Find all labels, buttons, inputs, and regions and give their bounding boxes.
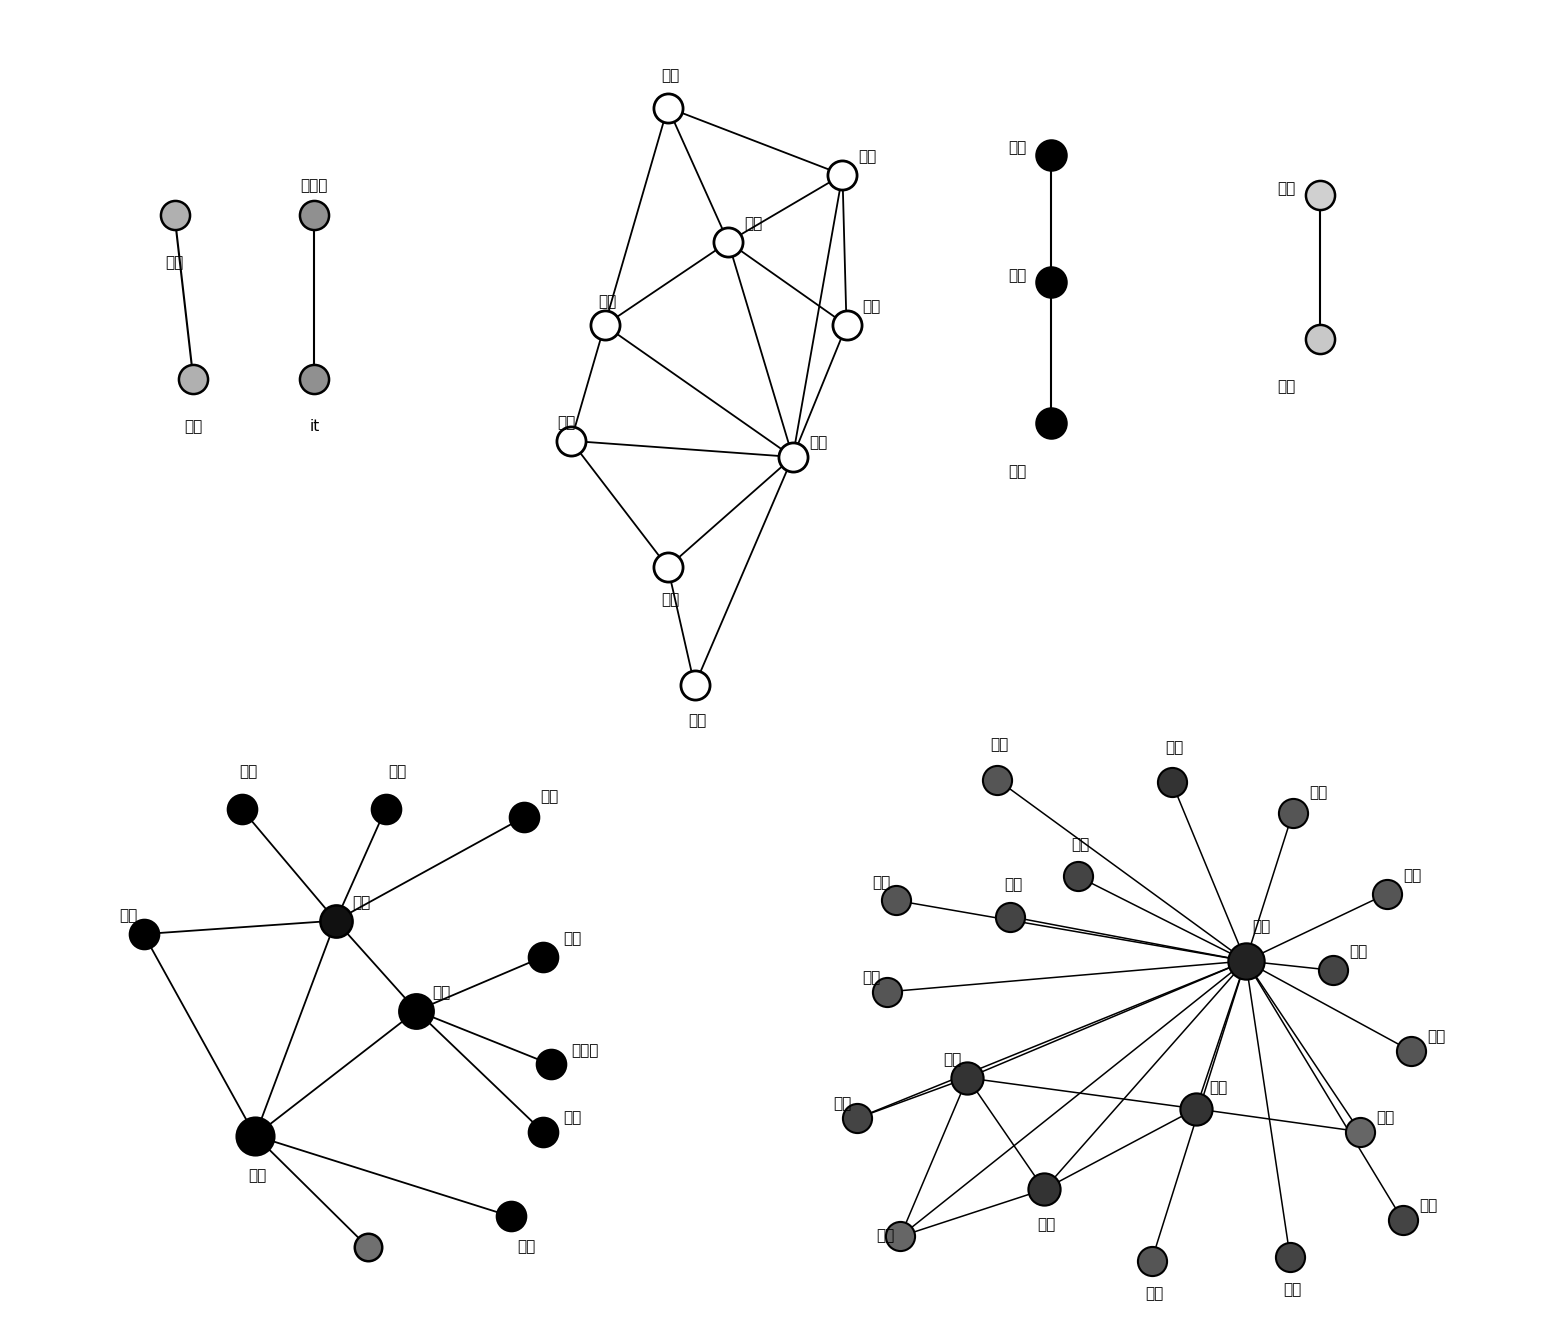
Text: 人生: 人生 [990, 738, 1009, 753]
Point [1281, 802, 1306, 824]
Point [404, 1000, 429, 1021]
Point [1038, 413, 1064, 434]
Text: 社会: 社会 [249, 1168, 267, 1183]
Text: 经济: 经济 [518, 1239, 535, 1254]
Text: 休闲: 休闲 [863, 970, 881, 985]
Text: 诗歌: 诗歌 [1004, 878, 1021, 892]
Point [1159, 771, 1184, 793]
Text: 读书: 读书 [876, 1228, 895, 1243]
Point [497, 1206, 522, 1227]
Text: 互联网: 互联网 [300, 179, 328, 194]
Text: 娱乐: 娱乐 [1037, 1218, 1056, 1232]
Point [716, 231, 741, 253]
Point [1398, 1040, 1423, 1062]
Text: 健康: 健康 [1165, 741, 1184, 755]
Text: 时政: 时政 [352, 895, 371, 910]
Text: 炒股: 炒股 [863, 300, 881, 314]
Point [655, 556, 680, 578]
Text: 摄影: 摄影 [1309, 785, 1328, 800]
Point [530, 946, 555, 968]
Text: 小说: 小说 [1145, 1286, 1164, 1301]
Point [888, 1226, 913, 1247]
Point [1232, 950, 1257, 972]
Text: 生活: 生活 [1253, 919, 1270, 934]
Text: 传媒: 传媒 [119, 909, 138, 923]
Point [1038, 144, 1064, 165]
Point [998, 906, 1023, 927]
Text: 八卦: 八卦 [873, 875, 890, 890]
Point [511, 806, 536, 828]
Text: 图片: 图片 [1403, 868, 1422, 883]
Point [163, 204, 188, 226]
Text: 笑话: 笑话 [1009, 140, 1026, 156]
Text: 财经: 财经 [809, 435, 827, 450]
Point [230, 798, 255, 820]
Point [682, 675, 707, 696]
Point [242, 1125, 267, 1146]
Text: 教育: 教育 [239, 765, 256, 780]
Point [1390, 1210, 1415, 1231]
Text: 毛泽东: 毛泽东 [571, 1043, 599, 1058]
Point [1139, 1250, 1164, 1271]
Point [538, 1054, 563, 1075]
Point [780, 446, 805, 468]
Point [834, 314, 859, 336]
Point [1038, 271, 1064, 293]
Point [1278, 1246, 1303, 1267]
Text: 婚姻: 婚姻 [1376, 1110, 1394, 1125]
Point [131, 923, 156, 945]
Point [830, 164, 856, 185]
Text: 理财: 理财 [688, 714, 707, 728]
Point [1308, 328, 1333, 349]
Point [956, 1067, 981, 1089]
Text: 股票: 股票 [744, 216, 763, 231]
Point [1375, 883, 1400, 905]
Point [181, 368, 206, 390]
Text: 历史: 历史 [433, 985, 450, 1000]
Point [593, 314, 618, 336]
Point [1032, 1179, 1057, 1200]
Point [655, 97, 680, 118]
Point [302, 204, 327, 226]
Point [302, 368, 327, 390]
Point [845, 1107, 870, 1129]
Text: 博客: 博客 [166, 255, 183, 270]
Text: it: it [310, 419, 319, 434]
Text: 时尚: 时尚 [1426, 1030, 1445, 1044]
Point [1184, 1098, 1209, 1120]
Point [558, 430, 583, 452]
Point [324, 910, 349, 931]
Text: 金融: 金融 [859, 149, 877, 164]
Text: 民生: 民生 [388, 765, 407, 780]
Point [1348, 1121, 1373, 1142]
Text: 军事: 军事 [540, 789, 558, 804]
Text: 幽默: 幽默 [1009, 267, 1026, 284]
Text: 和讯: 和讯 [185, 419, 202, 434]
Text: 爱情: 爱情 [1284, 1282, 1301, 1297]
Text: 股市: 股市 [557, 415, 576, 430]
Text: 情感: 情感 [1209, 1081, 1228, 1095]
Text: 天下: 天下 [563, 931, 582, 946]
Point [984, 769, 1009, 790]
Text: 旅游: 旅游 [1071, 837, 1089, 852]
Point [1308, 184, 1333, 206]
Point [1065, 866, 1090, 887]
Text: 搞笑: 搞笑 [1009, 464, 1026, 478]
Text: 文化: 文化 [563, 1110, 582, 1125]
Text: 心情: 心情 [1419, 1199, 1437, 1214]
Point [355, 1236, 380, 1258]
Text: 两性: 两性 [1350, 945, 1367, 960]
Text: 投资: 投资 [662, 593, 679, 607]
Point [530, 1121, 555, 1142]
Text: 男人: 男人 [1278, 379, 1295, 394]
Text: 女人: 女人 [1278, 180, 1295, 196]
Point [1320, 960, 1345, 981]
Text: 证券: 证券 [597, 294, 616, 309]
Text: 工作: 工作 [834, 1097, 851, 1111]
Point [874, 981, 899, 1003]
Point [884, 890, 909, 911]
Point [372, 798, 397, 820]
Text: 文学: 文学 [943, 1052, 962, 1067]
Text: 基金: 基金 [662, 69, 679, 83]
